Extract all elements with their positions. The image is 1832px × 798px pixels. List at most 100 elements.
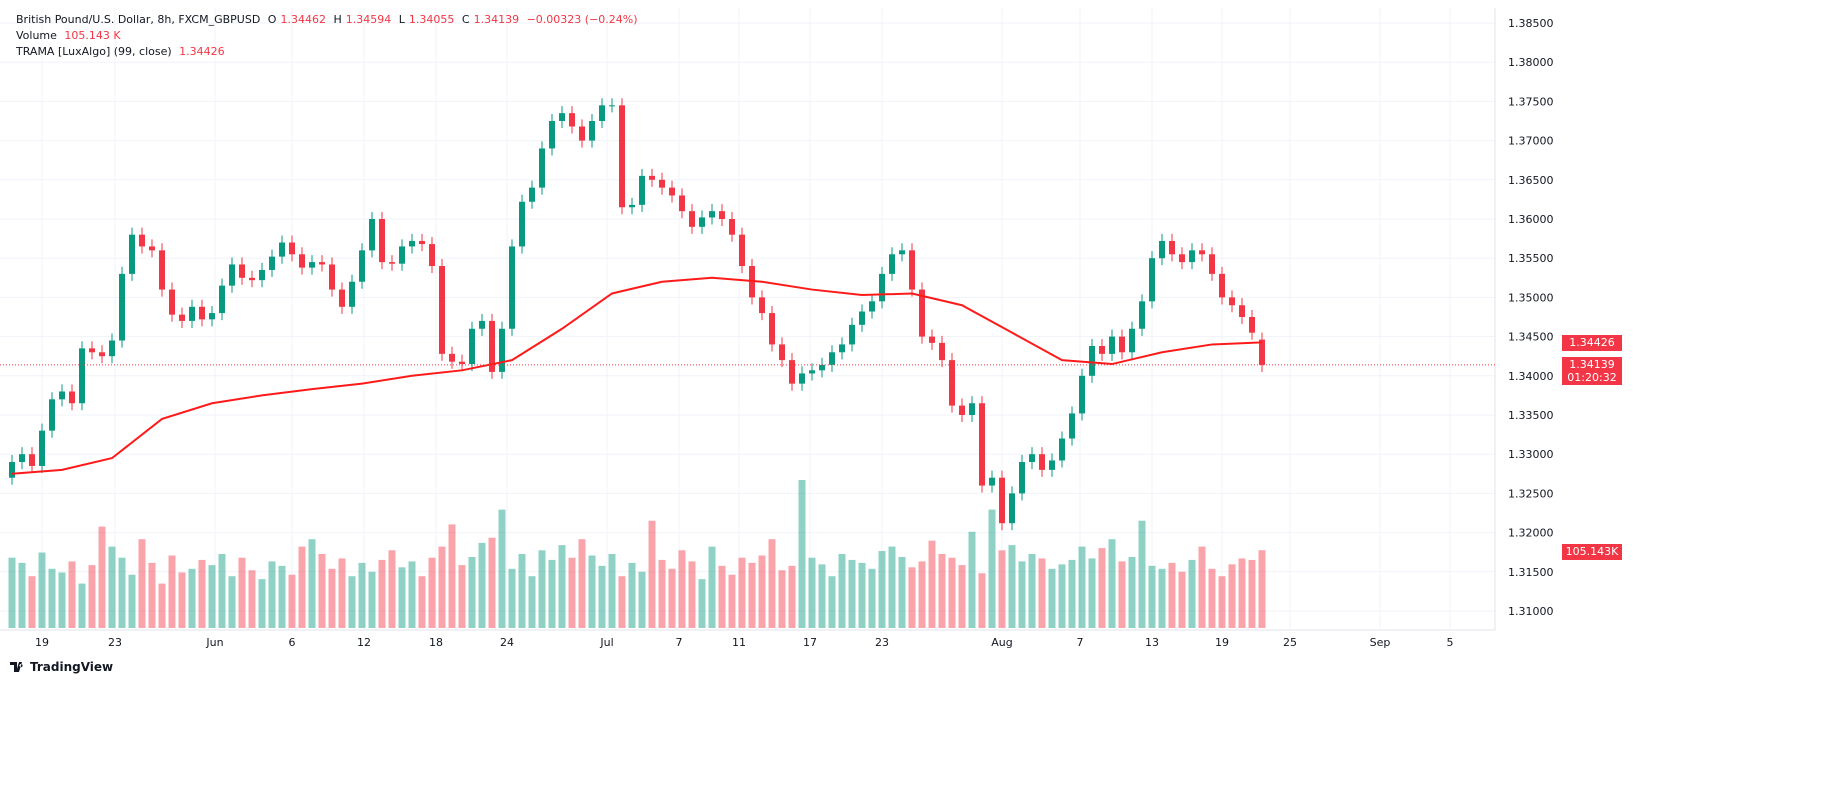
volume-bar	[978, 573, 986, 628]
candle-body	[209, 313, 215, 320]
price-axis[interactable]: 1.38500 1.38000 1.37500 1.37000 1.36500 1.360…	[1508, 17, 1554, 618]
candle-body	[1229, 297, 1235, 306]
time-tick-label: 7	[1077, 636, 1084, 649]
volume-bar	[708, 546, 716, 628]
volume-bar	[368, 571, 376, 628]
time-axis[interactable]: 19 23 Jun 6 12 18 24 Jul 7 11 17 23 Aug 7 13 19 25 Sep 5	[35, 636, 1454, 649]
candle-body	[69, 391, 75, 404]
indicator-legend: TRAMA [LuxAlgo] (99, close) 1.34426	[16, 45, 229, 59]
volume-bar	[28, 576, 36, 628]
candle-body	[719, 211, 725, 219]
price-tick-label: 1.34500	[1508, 331, 1554, 344]
candle-body	[629, 204, 635, 208]
price-tick-label: 1.35000	[1508, 291, 1554, 304]
volume-bar	[868, 568, 876, 628]
time-tick-label: 11	[732, 636, 746, 649]
volume-bar	[1038, 558, 1046, 628]
volume-bar	[508, 568, 516, 628]
candle-body	[29, 454, 35, 466]
candle-body	[939, 342, 945, 361]
candle-body	[109, 340, 115, 357]
volume-bar	[58, 572, 66, 628]
volume-bar	[208, 565, 216, 628]
candle-body	[699, 217, 705, 227]
candle-body	[1199, 250, 1205, 255]
candle-body	[979, 403, 985, 486]
candle-body	[619, 105, 625, 208]
high-value: 1.34594	[345, 13, 392, 26]
candle-body	[1079, 375, 1085, 414]
brand-name: TradingView	[30, 660, 114, 674]
volume-bar	[168, 555, 176, 628]
time-tick-label: 17	[803, 636, 817, 649]
volume-bar	[888, 546, 896, 628]
volume-bar	[1118, 561, 1126, 628]
trama-price-badge: 1.34426	[1562, 335, 1622, 351]
volume-bar	[228, 576, 236, 628]
volume-bar	[538, 550, 546, 628]
volume-bar	[1168, 562, 1176, 628]
candle-body	[59, 391, 65, 400]
volume-bar	[1248, 559, 1256, 628]
volume-bar	[598, 565, 606, 628]
candle-body	[1159, 240, 1165, 259]
volume-bar	[278, 565, 286, 628]
candle-body	[769, 313, 775, 345]
volume-bar	[738, 557, 746, 628]
candle-body	[669, 187, 675, 196]
volume-bar	[1088, 558, 1096, 628]
candle-body	[299, 254, 305, 268]
candle-body	[729, 219, 735, 235]
volume-bar	[988, 509, 996, 628]
candle-body	[899, 250, 905, 255]
tradingview-logo[interactable]: TradingView	[10, 660, 113, 674]
volume-bar	[848, 559, 856, 628]
candle-body	[929, 336, 935, 343]
symbol-legend: British Pound/U.S. Dollar, 8h, FXCM_GBPU…	[16, 13, 642, 27]
volume-bar	[128, 574, 136, 628]
candle-body	[149, 246, 155, 251]
candle-body	[1259, 339, 1265, 365]
bar-countdown: 01:20:32	[1567, 371, 1617, 384]
time-tick-label: 18	[429, 636, 443, 649]
volume-badge: 105.143K	[1562, 544, 1622, 560]
volume-bar	[1068, 559, 1076, 628]
candle-body	[289, 242, 295, 255]
price-chart[interactable]: 1.38500 1.38000 1.37500 1.37000 1.36500 1.360…	[0, 0, 1832, 660]
price-tick-label: 1.31000	[1508, 605, 1554, 618]
volume-bar	[668, 568, 676, 628]
candle-body	[1019, 462, 1025, 494]
price-tick-label: 1.33500	[1508, 409, 1554, 422]
candle-body	[709, 211, 715, 218]
volume-bar	[1178, 571, 1186, 628]
candle-body	[519, 201, 525, 247]
low-label: L	[398, 13, 405, 26]
candle-body	[1059, 438, 1065, 461]
volume-bar	[1228, 564, 1236, 628]
candle-body	[679, 195, 685, 212]
volume-bar	[548, 559, 556, 628]
volume-bar	[998, 550, 1006, 628]
volume-bar	[378, 559, 386, 628]
volume-bar	[8, 557, 16, 628]
close-value: 1.34139	[473, 13, 520, 26]
time-tick-label: Aug	[991, 636, 1012, 649]
candle-body	[869, 301, 875, 312]
candle-body	[129, 234, 135, 274]
volume-bar	[98, 526, 106, 628]
volume-bar	[358, 562, 366, 628]
volume-bar	[1198, 546, 1206, 628]
volume-bar	[388, 550, 396, 628]
candle-body	[169, 289, 175, 315]
candle-body	[779, 344, 785, 361]
candle-body	[659, 179, 665, 188]
candle-body	[489, 320, 495, 372]
time-tick-label: 19	[35, 636, 49, 649]
volume-bar	[1008, 545, 1016, 628]
volume-label: Volume	[16, 29, 57, 42]
candle-body	[119, 273, 125, 341]
volume-bar	[1218, 576, 1226, 628]
volume-legend: Volume 105.143 K	[16, 29, 125, 43]
volume-bar	[328, 568, 336, 628]
price-tick-label: 1.32000	[1508, 527, 1554, 540]
